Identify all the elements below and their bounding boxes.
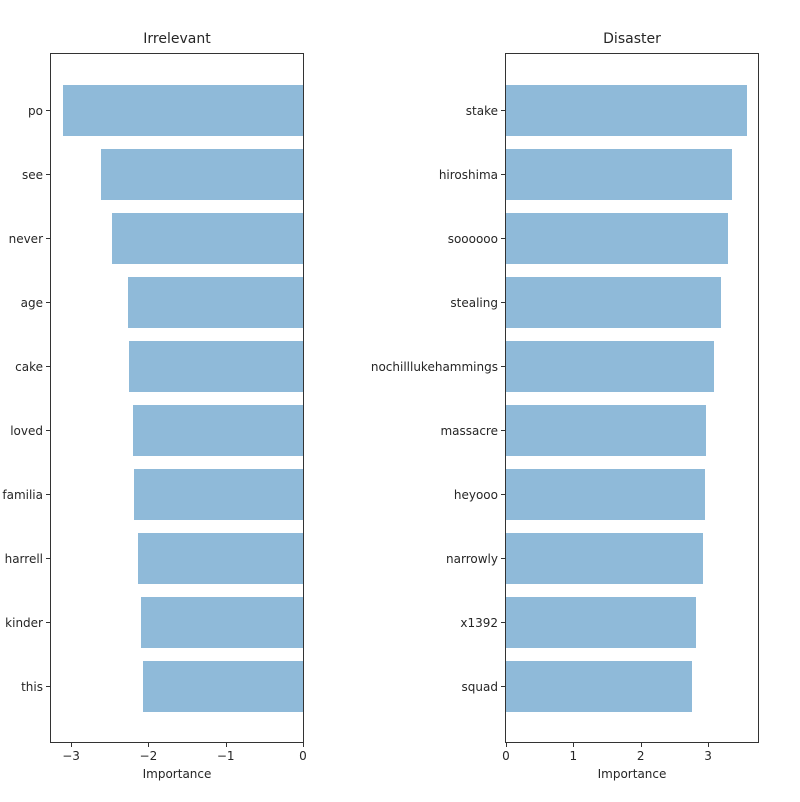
y-tick [46, 430, 50, 431]
y-tick-label: massacre [440, 424, 498, 438]
y-tick [46, 110, 50, 111]
bar-kinder [140, 596, 303, 648]
y-tick [46, 174, 50, 175]
x-tick [573, 743, 575, 747]
y-tick [501, 302, 505, 303]
y-tick [501, 558, 505, 559]
bar-narrowly [506, 532, 704, 584]
x-tick-label: 0 [299, 749, 307, 763]
y-tick [501, 494, 505, 495]
y-tick [501, 174, 505, 175]
bar-this [142, 660, 303, 712]
x-tick [708, 743, 710, 747]
y-tick [46, 302, 50, 303]
y-tick-label: heyooo [453, 488, 498, 502]
y-tick-label: kinder [5, 616, 43, 630]
y-tick-label: age [20, 296, 43, 310]
x-tick [71, 743, 73, 747]
y-tick [46, 686, 50, 687]
y-tick [46, 494, 50, 495]
bar-soooooo [506, 212, 728, 264]
y-tick [46, 622, 50, 623]
bar-loved [132, 404, 303, 456]
y-tick [501, 430, 505, 431]
y-tick [501, 622, 505, 623]
x-axis-label: Importance [142, 767, 212, 781]
bar-massacre [506, 404, 707, 456]
x-tick [640, 743, 642, 747]
x-tick-label: 3 [704, 749, 712, 763]
y-tick-label: cake [15, 360, 43, 374]
bar-heyooo [506, 468, 705, 520]
x-tick-label: −2 [139, 749, 158, 763]
x-tick [506, 743, 507, 747]
bar-age [127, 276, 303, 328]
bar-hiroshima [506, 148, 732, 200]
y-tick-label: nochilllukehammings [370, 360, 498, 374]
y-tick-label: x1392 [460, 616, 498, 630]
bar-stealing [506, 276, 721, 328]
y-tick-label: loved [10, 424, 43, 438]
chart-title: Irrelevant [143, 31, 211, 47]
y-tick [501, 686, 505, 687]
bar-x1392 [506, 596, 696, 648]
y-tick-label: soooooo [447, 232, 498, 246]
chart-title: Disaster [603, 31, 661, 47]
x-tick-label: 2 [636, 749, 645, 763]
bar-familia [133, 468, 303, 520]
x-tick [303, 743, 304, 747]
bar-po [63, 84, 303, 136]
x-tick-label: −1 [216, 749, 235, 763]
y-tick-label: never [8, 232, 43, 246]
y-tick [501, 366, 505, 367]
y-tick-label: harrell [4, 552, 43, 566]
bar-harrell [138, 532, 303, 584]
y-tick [46, 366, 50, 367]
bar-never [112, 212, 303, 264]
bar-squad [506, 660, 692, 712]
bar-nochilllukehammings [506, 340, 714, 392]
x-tick-label: 1 [569, 749, 578, 763]
x-tick-label: −3 [62, 749, 80, 763]
y-tick-label: narrowly [446, 552, 498, 566]
x-tick-label: 0 [502, 749, 510, 763]
y-tick [46, 238, 50, 239]
y-tick-label: squad [461, 680, 498, 694]
y-tick-label: hiroshima [438, 168, 498, 182]
x-axis-label: Importance [597, 767, 667, 781]
y-tick-label: see [21, 168, 43, 182]
bar-cake [129, 340, 303, 392]
y-tick-label: stake [465, 104, 498, 118]
y-tick [501, 110, 505, 111]
y-tick-label: this [21, 680, 43, 694]
y-tick-label: stealing [450, 296, 498, 310]
x-tick [148, 743, 150, 747]
y-tick-label: familia [2, 488, 43, 502]
bar-stake [506, 84, 748, 136]
y-tick [46, 558, 50, 559]
y-tick [501, 238, 505, 239]
y-tick-label: po [28, 104, 43, 118]
x-tick [225, 743, 227, 747]
bar-see [101, 148, 303, 200]
